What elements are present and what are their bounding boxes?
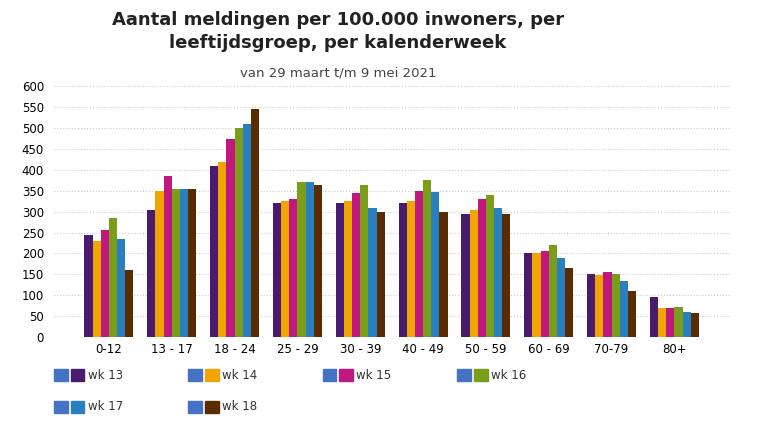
Text: wk 16: wk 16: [491, 369, 526, 382]
Bar: [620, 281, 628, 337]
Text: wk 14: wk 14: [222, 369, 257, 382]
Bar: [344, 201, 352, 337]
Text: Aantal meldingen per 100.000 inwoners, per
leeftijdsgroep, per kalenderweek: Aantal meldingen per 100.000 inwoners, p…: [112, 11, 564, 52]
Bar: [628, 291, 636, 337]
Bar: [604, 272, 611, 337]
Bar: [306, 182, 314, 337]
Bar: [486, 195, 494, 337]
Bar: [683, 312, 690, 337]
Bar: [658, 308, 666, 337]
Bar: [557, 257, 565, 337]
Text: wk 18: wk 18: [222, 400, 257, 413]
Bar: [155, 191, 164, 337]
Bar: [336, 203, 344, 337]
Bar: [227, 139, 235, 337]
Bar: [478, 199, 486, 337]
Bar: [565, 268, 573, 337]
Bar: [611, 274, 620, 337]
Bar: [210, 166, 218, 337]
Bar: [407, 201, 415, 337]
Bar: [415, 191, 423, 337]
Bar: [218, 162, 227, 337]
Bar: [360, 184, 369, 337]
Bar: [650, 297, 658, 337]
Bar: [109, 218, 118, 337]
Bar: [595, 275, 604, 337]
Bar: [376, 212, 385, 337]
Bar: [251, 109, 259, 337]
Bar: [93, 241, 101, 337]
Bar: [432, 192, 439, 337]
Bar: [188, 189, 197, 337]
Bar: [666, 308, 674, 337]
Bar: [423, 181, 432, 337]
Bar: [587, 274, 595, 337]
Bar: [243, 124, 251, 337]
Bar: [502, 214, 511, 337]
Bar: [525, 254, 532, 337]
Bar: [532, 254, 541, 337]
Bar: [125, 270, 134, 337]
Bar: [84, 235, 93, 337]
Bar: [369, 207, 376, 337]
Bar: [297, 182, 306, 337]
Bar: [674, 307, 683, 337]
Bar: [399, 203, 407, 337]
Bar: [235, 128, 243, 337]
Text: wk 15: wk 15: [356, 369, 392, 382]
Bar: [314, 184, 322, 337]
Bar: [352, 193, 360, 337]
Bar: [281, 201, 290, 337]
Bar: [439, 212, 448, 337]
Bar: [690, 313, 699, 337]
Text: wk 17: wk 17: [88, 400, 123, 413]
Bar: [118, 239, 125, 337]
Bar: [273, 203, 281, 337]
Bar: [469, 210, 478, 337]
Bar: [541, 251, 548, 337]
Bar: [548, 245, 557, 337]
Bar: [494, 207, 502, 337]
Bar: [180, 189, 188, 337]
Bar: [290, 199, 297, 337]
Bar: [462, 214, 469, 337]
Text: wk 13: wk 13: [88, 369, 123, 382]
Bar: [101, 231, 109, 337]
Bar: [164, 176, 172, 337]
Text: van 29 maart t/m 9 mei 2021: van 29 maart t/m 9 mei 2021: [240, 67, 436, 80]
Bar: [147, 210, 155, 337]
Bar: [172, 189, 180, 337]
